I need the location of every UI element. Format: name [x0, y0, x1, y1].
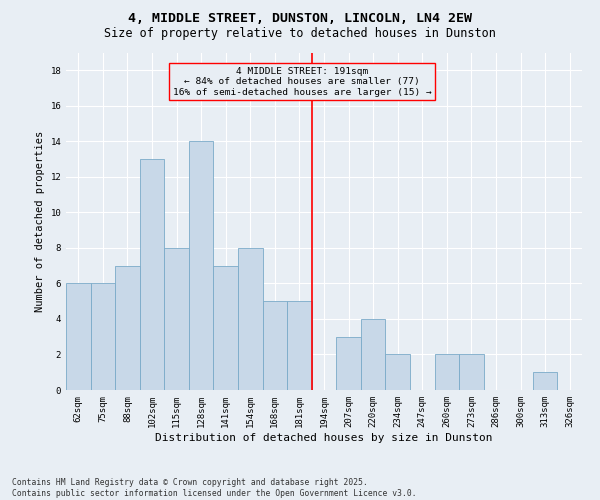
Bar [361, 319, 385, 390]
Bar [189, 142, 214, 390]
Bar [115, 266, 140, 390]
Text: 4, MIDDLE STREET, DUNSTON, LINCOLN, LN4 2EW: 4, MIDDLE STREET, DUNSTON, LINCOLN, LN4 … [128, 12, 472, 26]
X-axis label: Distribution of detached houses by size in Dunston: Distribution of detached houses by size … [155, 432, 493, 442]
Bar [238, 248, 263, 390]
Bar [164, 248, 189, 390]
Y-axis label: Number of detached properties: Number of detached properties [35, 130, 45, 312]
Bar [263, 301, 287, 390]
Bar [140, 159, 164, 390]
Bar [385, 354, 410, 390]
Bar [214, 266, 238, 390]
Bar [287, 301, 312, 390]
Text: Size of property relative to detached houses in Dunston: Size of property relative to detached ho… [104, 28, 496, 40]
Text: Contains HM Land Registry data © Crown copyright and database right 2025.
Contai: Contains HM Land Registry data © Crown c… [12, 478, 416, 498]
Bar [434, 354, 459, 390]
Bar [459, 354, 484, 390]
Bar [91, 284, 115, 390]
Text: 4 MIDDLE STREET: 191sqm
← 84% of detached houses are smaller (77)
16% of semi-de: 4 MIDDLE STREET: 191sqm ← 84% of detache… [173, 66, 431, 96]
Bar [533, 372, 557, 390]
Bar [66, 284, 91, 390]
Bar [336, 336, 361, 390]
